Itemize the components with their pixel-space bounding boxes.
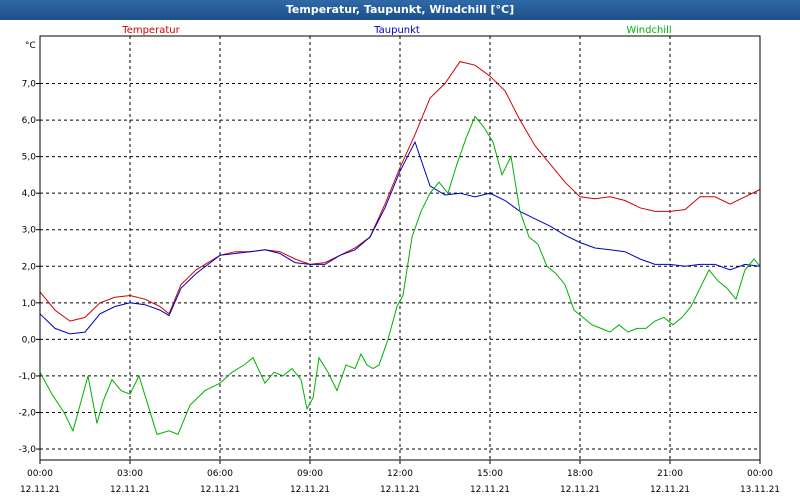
x-tick-label-time: 06:00 bbox=[207, 469, 233, 479]
y-tick-label: 4,0 bbox=[22, 189, 37, 199]
x-tick-label-date: 12.11.21 bbox=[110, 485, 150, 495]
y-tick-label: 6,0 bbox=[22, 116, 37, 126]
x-tick-label-date: 12.11.21 bbox=[380, 485, 420, 495]
x-tick-label-time: 18:00 bbox=[567, 469, 593, 479]
x-tick-label-date: 12.11.21 bbox=[20, 485, 60, 495]
x-tick-label-time: 21:00 bbox=[657, 469, 683, 479]
x-tick-label-date: 12.11.21 bbox=[470, 485, 510, 495]
x-tick-label-time: 03:00 bbox=[117, 469, 143, 479]
chart-axes: -3,0 -2,0 -1,0 0,0 1,0 2,0 3,0 4,0 5,0 6,0 7,0 00:0… bbox=[18, 35, 780, 495]
y-tick-label: 2,0 bbox=[22, 262, 37, 272]
series-line-windchill bbox=[39, 115, 761, 436]
legend-entry-taupunkt: Taupunkt bbox=[373, 25, 420, 36]
x-tick-label-time: 15:00 bbox=[477, 469, 503, 479]
x-tick-label-time: 12:00 bbox=[387, 469, 413, 479]
chart-grid bbox=[40, 36, 760, 460]
x-tick-label-time: 09:00 bbox=[297, 469, 323, 479]
chart-title-bar: Temperatur, Taupunkt, Windchill [°C] bbox=[0, 0, 800, 21]
chart-legend: Temperatur Taupunkt Windchill bbox=[121, 25, 671, 36]
y-tick-label: -3,0 bbox=[18, 445, 36, 455]
y-tick-label: 7,0 bbox=[22, 80, 37, 90]
x-tick-label-time: 00:00 bbox=[747, 469, 773, 479]
legend-entry-windchill: Windchill bbox=[626, 25, 671, 36]
chart: -3,0 -2,0 -1,0 0,0 1,0 2,0 3,0 4,0 5,0 6,0 7,0 00:0… bbox=[0, 20, 800, 500]
x-tick-label-time: 00:00 bbox=[27, 469, 53, 479]
y-tick-label: 1,0 bbox=[22, 299, 37, 309]
series-line-temperatur bbox=[39, 61, 761, 322]
chart-series bbox=[39, 61, 761, 436]
y-tick-label: -1,0 bbox=[18, 372, 36, 382]
series-line-taupunkt bbox=[39, 140, 761, 335]
x-tick-label-date: 13.11.21 bbox=[740, 485, 780, 495]
legend-entry-temperatur: Temperatur bbox=[121, 25, 180, 36]
x-tick-label-date: 12.11.21 bbox=[290, 485, 330, 495]
y-tick-label: 0,0 bbox=[22, 335, 37, 345]
plot-frame bbox=[39, 35, 761, 461]
y-tick-label: -2,0 bbox=[18, 408, 36, 418]
y-axis-label: °C bbox=[25, 41, 36, 51]
y-tick-label: 3,0 bbox=[22, 226, 37, 236]
y-tick-label: 5,0 bbox=[22, 153, 37, 163]
x-tick-label-date: 12.11.21 bbox=[560, 485, 600, 495]
x-tick-label-date: 12.11.21 bbox=[200, 485, 240, 495]
x-tick-label-date: 12.11.21 bbox=[650, 485, 690, 495]
